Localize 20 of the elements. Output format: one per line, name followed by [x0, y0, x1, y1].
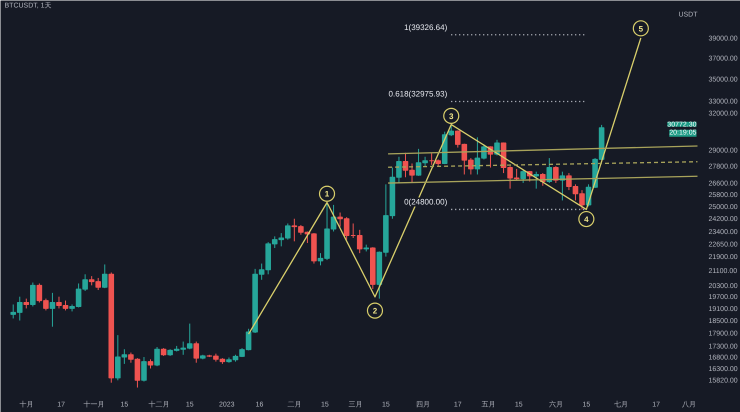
annotation: 4 [584, 215, 590, 224]
candlestick [533, 171, 540, 190]
candlestick [193, 341, 200, 364]
annotation: 2 [372, 306, 378, 316]
annotation: 5 [638, 24, 644, 34]
candlestick [520, 170, 526, 184]
annotation: 1(39326.64) [404, 22, 448, 32]
candlestick [546, 158, 552, 184]
annotation: 0.618(32975.93) [388, 89, 448, 98]
annotation: 1 [324, 190, 330, 199]
annotation: 3 [449, 112, 454, 121]
candlestick [24, 298, 30, 309]
candlestick [154, 346, 160, 367]
candlestick [102, 264, 108, 289]
candlestick [50, 292, 56, 328]
candlestick [553, 166, 559, 184]
annotation: 0(24800.00) [404, 197, 448, 206]
candlestick [30, 282, 36, 307]
candlestick [141, 356, 147, 382]
candlestick [148, 358, 154, 369]
